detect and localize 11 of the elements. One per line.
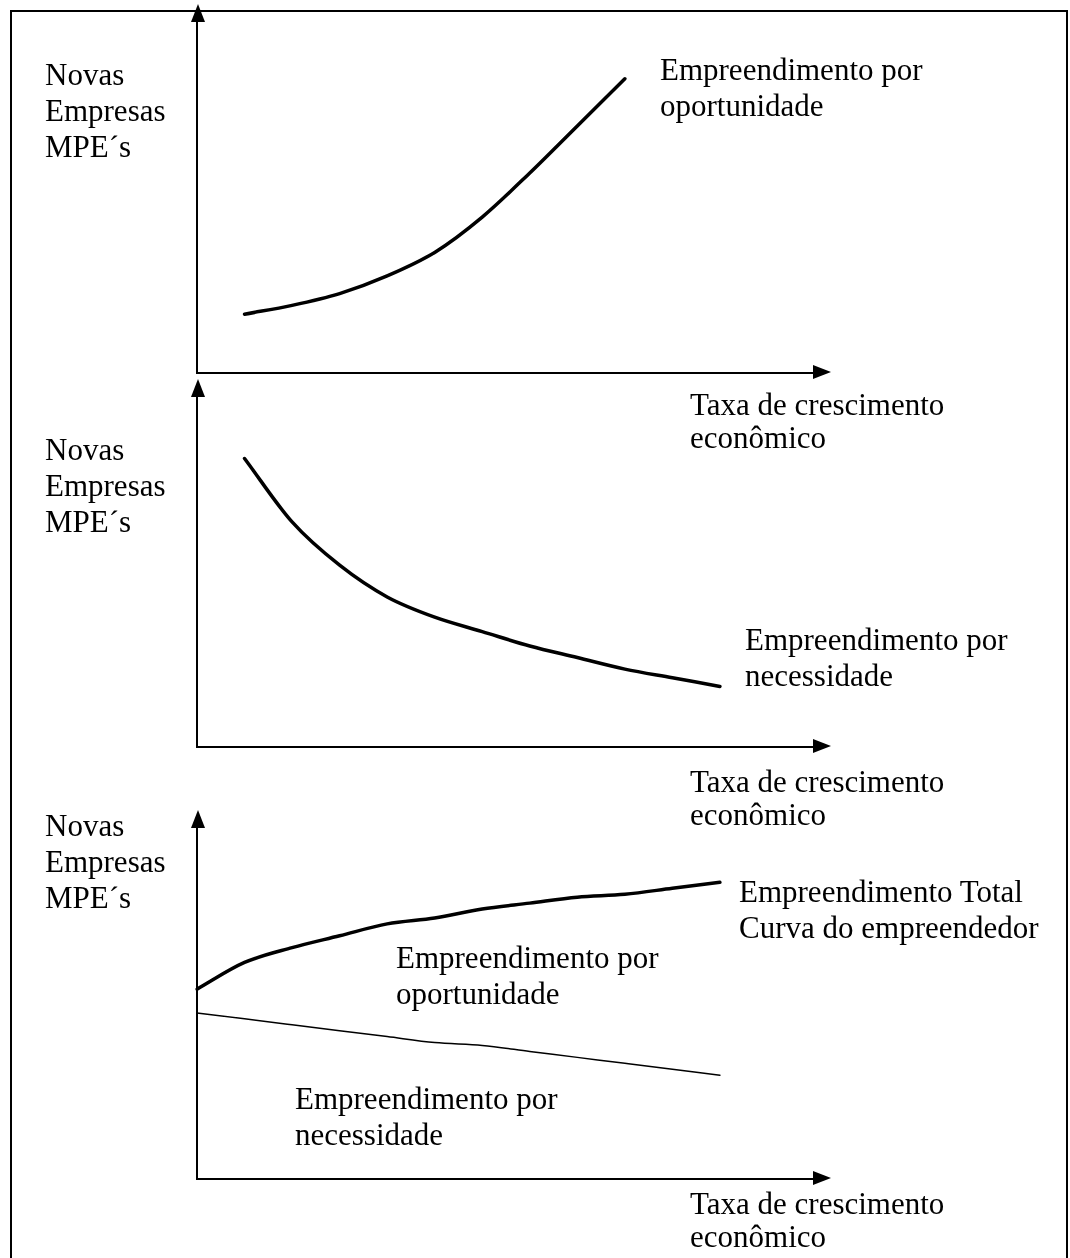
x-axis-title: Taxa de crescimento econômico [690,764,946,832]
series-label: Empreendimento por necessidade [745,622,1009,694]
y-axis-title: Novas Empresas MPE´s [45,808,167,916]
annotation: Empreendimento por necessidade [295,1081,559,1153]
x-axis-title: Taxa de crescimento econômico [690,387,946,455]
x-axis-title: Taxa de crescimento econômico [690,1186,946,1254]
annotation: Empreendimento por oportunidade [396,940,660,1012]
series-label: Empreendimento por oportunidade [660,52,924,124]
y-axis-title: Novas Empresas MPE´s [45,432,167,540]
y-axis-title: Novas Empresas MPE´s [45,57,167,165]
series-label: Empreendimento Total Curva do empreendedor [739,874,1040,946]
